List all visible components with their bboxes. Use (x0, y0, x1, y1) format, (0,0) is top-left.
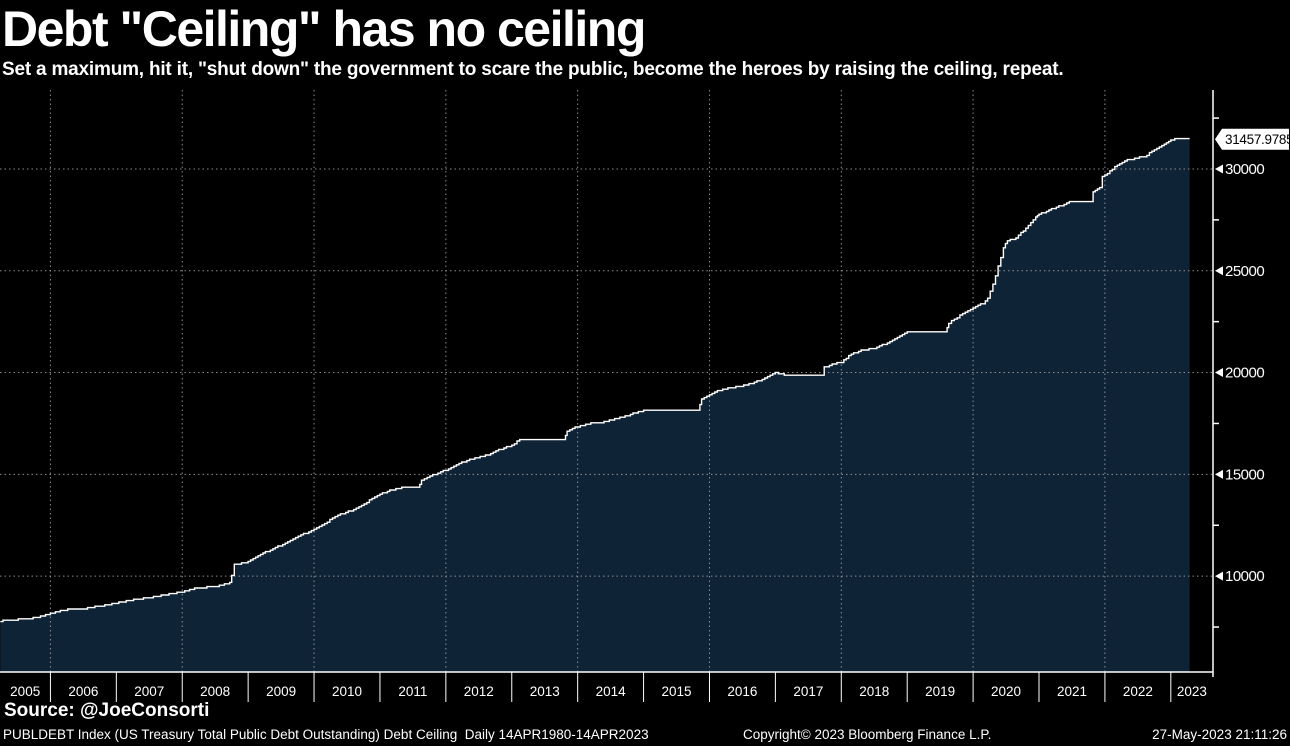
footer-bar: PUBLDEBT Index (US Treasury Total Public… (0, 724, 1290, 746)
area-fill (0, 138, 1190, 673)
x-tick-label: 2014 (596, 684, 627, 699)
x-tick-label: 2012 (464, 684, 494, 699)
x-tick-label: 2020 (991, 684, 1021, 699)
x-tick-label: 2017 (793, 684, 823, 699)
y-tick-label: 25000 (1225, 263, 1264, 280)
chart-subtitle: Set a maximum, hit it, "shut down" the g… (2, 59, 1064, 80)
source-credit: Source: @JoeConsorti (4, 700, 210, 721)
y-tick-arrow-icon (1215, 266, 1223, 276)
chart-title: Debt "Ceiling" has no ceiling (2, 1, 646, 57)
y-tick-label: 20000 (1225, 365, 1264, 382)
last-value-label-box (1215, 128, 1289, 150)
x-tick-label: 2016 (727, 684, 757, 699)
y-tick-arrow-icon (1215, 368, 1223, 378)
x-tick-label: 2018 (859, 684, 889, 699)
footer-ticker-info: PUBLDEBT Index (US Treasury Total Public… (3, 727, 649, 742)
x-tick-label: 2019 (925, 684, 955, 699)
y-tick-label: 30000 (1225, 161, 1264, 178)
x-tick-label: 2015 (662, 684, 692, 699)
y-tick-arrow-icon (1215, 571, 1223, 581)
y-tick-arrow-icon (1215, 469, 1223, 479)
x-tick-label: 2007 (134, 684, 164, 699)
x-tick-label: 2009 (266, 684, 296, 699)
y-tick-label: 10000 (1225, 568, 1264, 585)
y-tick-label: 15000 (1225, 466, 1264, 483)
x-tick-label: 2013 (530, 684, 560, 699)
last-value-label: 31457.9785 (1225, 132, 1290, 147)
x-tick-label: 2005 (10, 684, 40, 699)
y-tick-arrow-icon (1215, 164, 1223, 174)
series-line (0, 137, 1190, 623)
x-tick-label: 2022 (1123, 684, 1153, 699)
x-tick-label: 2023 (1177, 684, 1207, 699)
footer-copyright: Copyright© 2023 Bloomberg Finance L.P. (743, 727, 992, 742)
footer-datetime: 27-May-2023 21:11:26 (1152, 727, 1287, 742)
chart-header: Debt "Ceiling" has no ceiling Set a maxi… (2, 0, 1288, 81)
x-tick-label: 2008 (200, 684, 230, 699)
x-tick-label: 2006 (68, 684, 98, 699)
x-tick-label: 2011 (398, 684, 427, 699)
x-tick-label: 2010 (332, 684, 362, 699)
x-tick-label: 2021 (1057, 684, 1087, 699)
